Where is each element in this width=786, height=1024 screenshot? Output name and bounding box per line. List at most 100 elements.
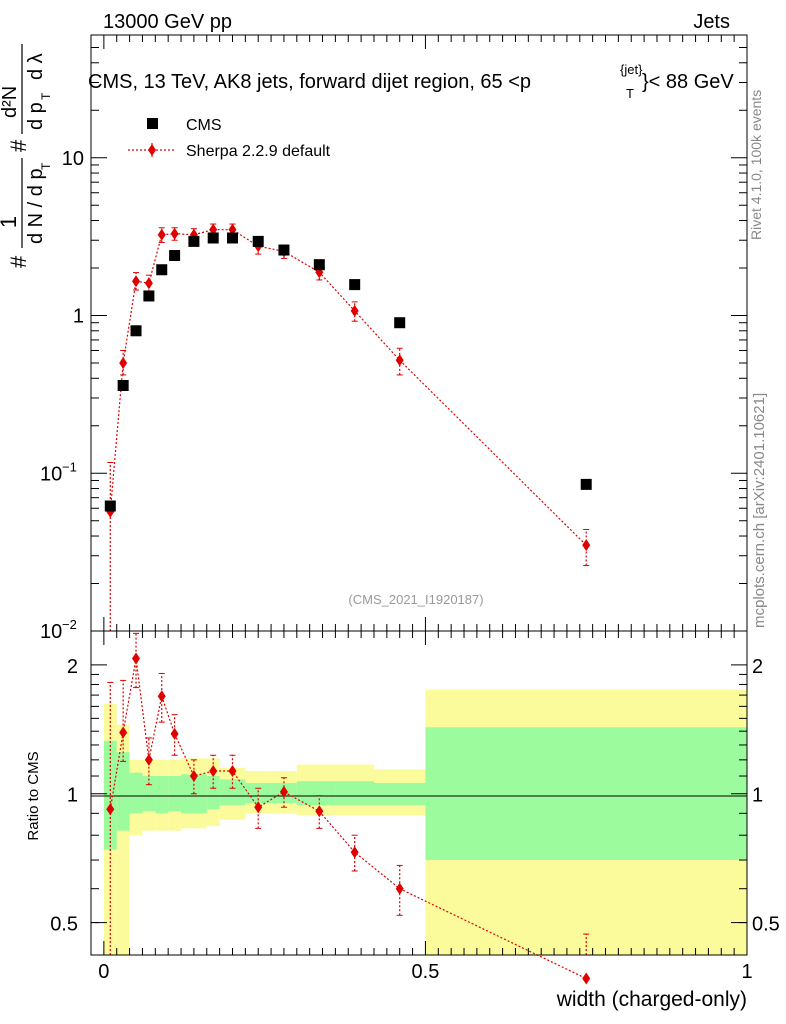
y-label-hash2: # <box>6 139 31 152</box>
main-y-tick-exponent: −1 <box>62 459 77 474</box>
x-tick-label: 0.5 <box>412 961 440 983</box>
ratio-green-band <box>425 727 747 861</box>
analysis-watermark: (CMS_2021_I1920187) <box>348 592 483 607</box>
y-label-dlambda: d λ <box>25 53 47 80</box>
cms-point <box>349 279 361 291</box>
cms-point <box>104 500 116 512</box>
legend-sherpa-label: Sherpa 2.2.9 default <box>186 143 331 160</box>
cms-point <box>117 379 129 391</box>
cms-point <box>313 259 325 271</box>
ratio-uncertainty-bands <box>103 689 747 955</box>
main-y-tick-label: 1 <box>73 306 84 328</box>
ratio-y-tick-label-right: 2 <box>752 656 763 678</box>
ratio-sherpa-line <box>109 658 587 980</box>
main-y-tick-label: 10 <box>62 148 84 170</box>
legend-cms-marker <box>147 118 158 129</box>
ratio-y-tick-label: 0.5 <box>50 914 78 936</box>
ratio-sherpa-point <box>254 801 263 814</box>
title-sup: {jet} <box>620 62 643 77</box>
y-label-sub: T <box>39 162 53 170</box>
ratio-sherpa-point <box>395 882 404 895</box>
cms-point <box>580 478 592 490</box>
main-y-label: # 1 d N / d p T # d²N d p T d λ <box>0 44 53 268</box>
main-plot-area <box>104 223 592 631</box>
y-label-denom: d N / d p <box>25 168 47 244</box>
ratio-sherpa-point <box>132 652 141 665</box>
title-sub: T <box>626 86 634 101</box>
ratio-sherpa-point <box>279 785 288 798</box>
ratio-green-band <box>245 782 272 804</box>
sherpa-point <box>395 354 404 367</box>
legend-cms-label: CMS <box>186 117 222 134</box>
sherpa-point <box>582 539 591 552</box>
ratio-green-band <box>206 776 220 810</box>
sherpa-point <box>170 227 179 240</box>
ratio-sherpa-point <box>119 726 128 739</box>
y-label-sub2: T <box>39 92 53 100</box>
ratio-y-label: Ratio to CMS <box>25 751 42 840</box>
ratio-green-band <box>335 781 374 806</box>
sherpa-point <box>350 304 359 317</box>
ratio-sherpa-point <box>157 690 166 703</box>
legend: CMS Sherpa 2.2.9 default <box>128 117 331 160</box>
ratio-sherpa-point <box>582 972 591 985</box>
ratio-sherpa-point <box>189 770 198 783</box>
ratio-panel: 2 2 1 1 0.5 0.5 0 0.5 1 Ratio to CMS width (char… <box>25 630 780 1011</box>
cms-point <box>394 317 406 329</box>
ratio-sherpa-point <box>228 765 237 778</box>
cms-point <box>156 264 168 276</box>
ratio-green-band <box>142 776 156 812</box>
title-tail: }< 88 GeV <box>642 71 734 93</box>
y-label-denom2: d p <box>25 102 47 130</box>
main-title: CMS, 13 TeV, AK8 jets, forward dijet reg… <box>88 62 734 101</box>
y-label-hash1: # <box>6 255 31 268</box>
ratio-green-band <box>103 740 117 850</box>
header-category: Jets <box>693 11 730 33</box>
x-axis-label: width (charged-only) <box>556 988 747 1011</box>
ratio-axis-ticks: 2 2 1 1 0.5 0.5 0 0.5 1 <box>50 631 780 983</box>
ratio-sherpa-point <box>170 727 179 740</box>
cms-point <box>278 244 290 256</box>
sherpa-point <box>144 277 153 290</box>
sherpa-point <box>119 356 128 369</box>
main-y-tick-label: 10 <box>40 463 62 485</box>
cms-point <box>143 290 155 302</box>
ratio-sherpa-point <box>350 846 359 859</box>
sherpa-point <box>132 275 141 288</box>
cms-point <box>188 235 200 247</box>
mcplots-label: mcplots.cern.ch [arXiv:2401.10621] <box>751 393 768 628</box>
cms-point <box>207 232 219 244</box>
main-y-tick-label: 10 <box>40 621 62 643</box>
ratio-sherpa-point <box>144 753 153 766</box>
title-text: CMS, 13 TeV, AK8 jets, forward dijet reg… <box>88 71 531 93</box>
ratio-frame <box>90 630 748 956</box>
sherpa-line <box>109 229 587 546</box>
ratio-sherpa-point <box>209 765 218 778</box>
cms-point <box>169 250 181 262</box>
ratio-y-tick-label-right: 1 <box>752 785 763 807</box>
rivet-label: Rivet 4.1.0, 100k events <box>748 90 764 240</box>
y-label-one: 1 <box>0 216 21 228</box>
ratio-y-tick-label: 2 <box>67 656 78 678</box>
cms-point <box>252 235 264 247</box>
ratio-green-band <box>129 772 143 814</box>
header-energy: 13000 GeV pp <box>103 11 232 33</box>
ratio-green-band <box>168 776 182 812</box>
y-label-num2: d²N <box>0 86 21 118</box>
cms-point <box>226 232 238 244</box>
ratio-green-band <box>155 776 169 814</box>
ratio-y-tick-label-right: 0.5 <box>752 914 780 936</box>
x-tick-label: 0 <box>98 961 109 983</box>
main-y-tick-exponent: −2 <box>62 617 77 632</box>
ratio-sherpa-point <box>315 805 324 818</box>
legend-sherpa-marker <box>148 144 156 156</box>
sherpa-point <box>157 228 166 241</box>
ratio-plot-area <box>106 632 591 985</box>
x-tick-label: 1 <box>741 961 752 983</box>
ratio-sherpa-point <box>106 803 115 816</box>
cms-point <box>130 325 142 337</box>
ratio-green-band <box>296 781 336 806</box>
